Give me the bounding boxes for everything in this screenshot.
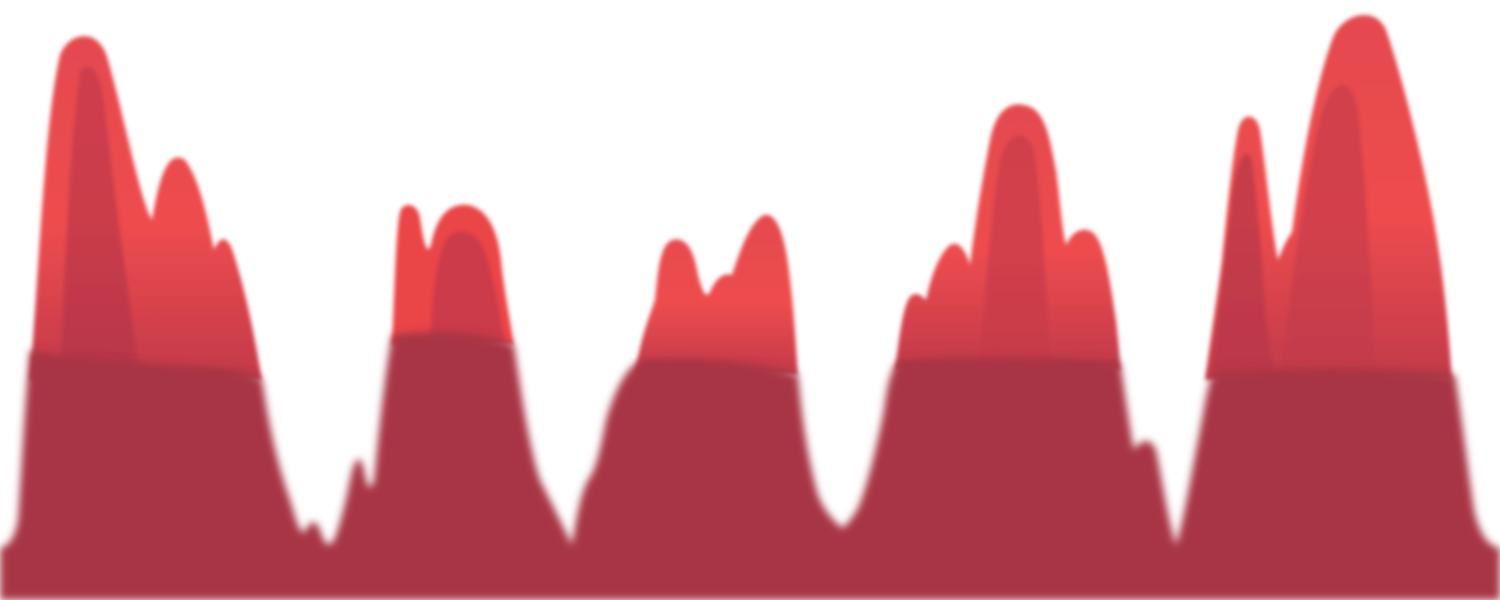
peak-4-shadow [980, 135, 1050, 370]
peak-5-shadow-b [1280, 84, 1376, 381]
mountain-base [0, 332, 1500, 600]
peak-2-shadow [430, 231, 505, 345]
peak-3a [635, 214, 798, 375]
peak-5-shadow [1212, 153, 1276, 380]
peak-highlights [30, 15, 1452, 381]
base-silhouette [0, 332, 1500, 600]
peak-1-shadow [60, 66, 140, 380]
